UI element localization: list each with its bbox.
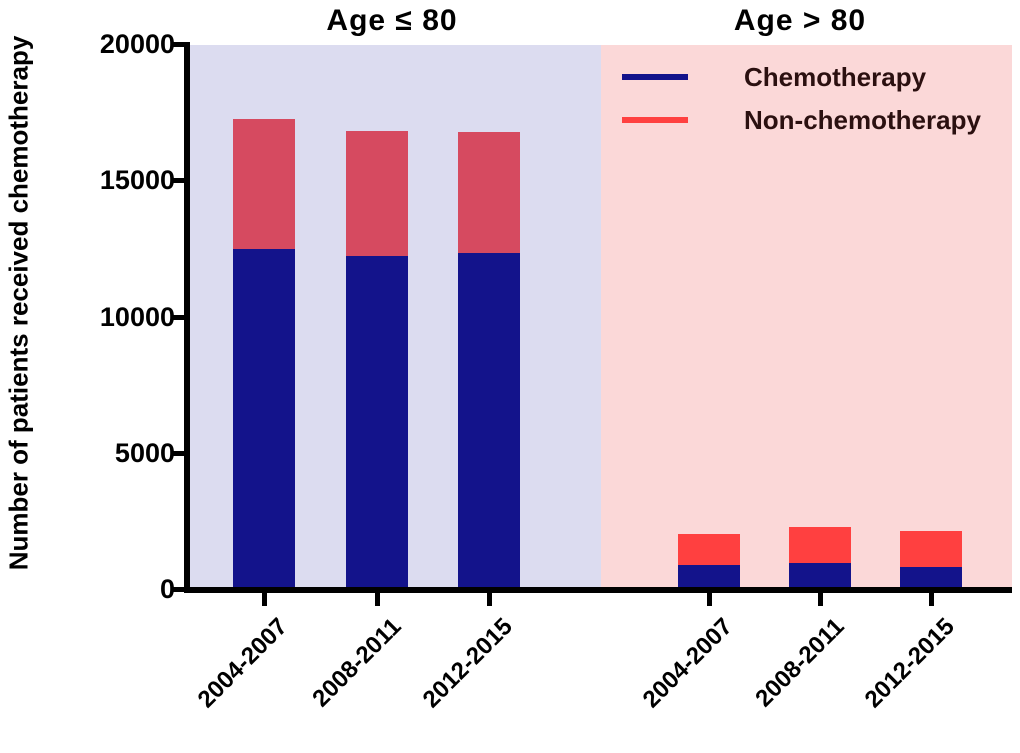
x-category-label: 2004-2007 — [637, 613, 739, 714]
y-axis-title: Number of patients received chemotherapy — [3, 35, 34, 571]
panel-title-age-le-80: Age ≤ 80 — [326, 4, 458, 37]
plot-area — [190, 45, 1012, 590]
x-category-label: 2004-2007 — [192, 613, 294, 714]
x-tick-mark — [487, 593, 492, 606]
bar-segment-non-chemotherapy — [346, 130, 408, 257]
bar-segment-non-chemotherapy — [789, 527, 851, 563]
panel-title-age-gt-80: Age > 80 — [733, 4, 867, 37]
x-category-label: 2008-2011 — [306, 613, 407, 713]
bar-segment-non-chemotherapy — [458, 132, 520, 254]
x-tick-mark — [262, 593, 267, 606]
y-tick-mark — [171, 587, 184, 592]
bar-segment-chemotherapy — [233, 249, 295, 590]
panel-background-age-gt-80 — [601, 45, 1012, 590]
legend-swatch-chemotherapy — [622, 74, 688, 80]
y-tick-label: 0 — [159, 574, 175, 604]
bar-segment-non-chemotherapy — [233, 118, 295, 250]
y-tick-label: 5000 — [114, 437, 175, 468]
x-tick-mark — [818, 593, 823, 606]
x-category-label: 2008-2011 — [749, 613, 850, 713]
bar-segment-chemotherapy — [900, 566, 962, 590]
y-tick-label: 10000 — [99, 301, 175, 332]
x-tick-mark — [375, 593, 380, 606]
y-tick-mark — [171, 450, 184, 456]
x-tick-mark — [929, 593, 934, 606]
legend-swatch-non-chemotherapy — [622, 117, 688, 123]
bar-segment-chemotherapy — [346, 256, 408, 590]
bar-segment-chemotherapy — [789, 562, 851, 590]
y-tick-label: 20000 — [99, 29, 175, 59]
legend: Chemotherapy Non-chemotherapy — [622, 62, 981, 148]
bar-segment-chemotherapy — [458, 253, 520, 590]
bar-segment-non-chemotherapy — [678, 534, 740, 566]
y-axis-line — [184, 42, 190, 593]
y-tick-mark — [171, 314, 184, 320]
legend-item-non-chemotherapy: Non-chemotherapy — [622, 105, 981, 135]
x-category-label: 2012-2015 — [417, 613, 519, 714]
legend-label-non-chemotherapy: Non-chemotherapy — [744, 104, 981, 135]
y-tick-mark — [171, 42, 184, 47]
bar-segment-chemotherapy — [678, 565, 740, 590]
x-axis-line — [184, 587, 1012, 593]
legend-label-chemotherapy: Chemotherapy — [744, 61, 927, 92]
y-tick-mark — [171, 178, 184, 184]
x-category-label: 2012-2015 — [859, 613, 961, 714]
x-tick-mark — [707, 593, 712, 606]
y-tick-label: 15000 — [99, 165, 175, 196]
legend-item-chemotherapy: Chemotherapy — [622, 62, 981, 92]
bar-segment-non-chemotherapy — [900, 531, 962, 567]
